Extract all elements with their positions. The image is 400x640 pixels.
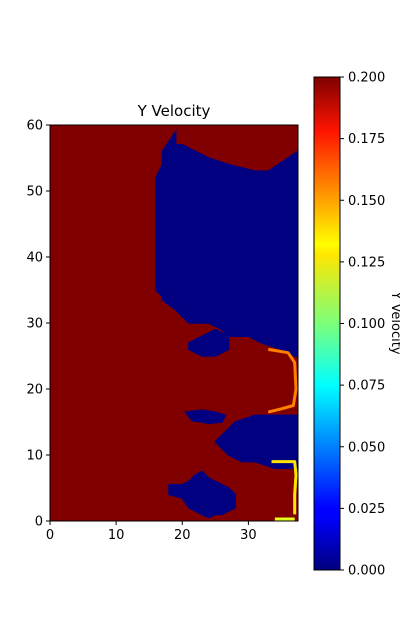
- colorbar-label: Y Velocity: [388, 290, 400, 354]
- colorbar-tick-label: 0.125: [348, 255, 385, 270]
- heatmap-highlights: [267, 347, 298, 521]
- y-tick-label: 0: [35, 515, 43, 530]
- y-tick-label: 10: [26, 449, 43, 464]
- colorbar-tick-label: 0.000: [348, 564, 385, 579]
- colorbar-tick-label: 0.100: [348, 317, 385, 332]
- heatmap-region-low-3: [184, 409, 227, 425]
- colorbar-tick-label: 0.150: [348, 194, 385, 209]
- x-axis: 0 10 20 30: [46, 521, 257, 543]
- colorbar-tick-label: 0.175: [348, 132, 385, 147]
- y-axis: 0 10 20 30 40 50 60: [26, 119, 50, 530]
- chart-title: Y Velocity: [137, 102, 211, 120]
- x-tick-label: 20: [174, 528, 191, 543]
- x-tick-label: 30: [240, 528, 257, 543]
- heatmap-regions: [155, 129, 298, 519]
- colorbar-tick-label: 0.025: [348, 502, 385, 517]
- colorbar: [313, 76, 341, 571]
- heatmap-region-low-0: [155, 129, 298, 357]
- x-tick-label: 0: [46, 528, 54, 543]
- heatmap-edge-band-mid: [271, 460, 298, 515]
- y-tick-label: 30: [26, 317, 43, 332]
- colorbar-tick-label: 0.200: [348, 71, 385, 86]
- colorbar-tick-label: 0.050: [348, 440, 385, 455]
- heatmap-region-low-4: [188, 328, 230, 357]
- colorbar-tick-label: 0.075: [348, 379, 385, 394]
- x-tick-label: 10: [108, 528, 125, 543]
- heatmap-edge-band-upper: [267, 347, 298, 414]
- heatmap-plot-area: [50, 125, 298, 521]
- y-tick-label: 60: [26, 119, 43, 134]
- heatmap-region-low-2: [168, 470, 236, 519]
- colorbar-ticks: 0.000 0.025 0.050 0.075 0.100 0.125 0.150 0.175…: [340, 71, 385, 579]
- y-tick-label: 50: [26, 185, 43, 200]
- heatmap-region-low-1: [214, 414, 298, 469]
- y-tick-label: 20: [26, 383, 43, 398]
- y-tick-label: 40: [26, 251, 43, 266]
